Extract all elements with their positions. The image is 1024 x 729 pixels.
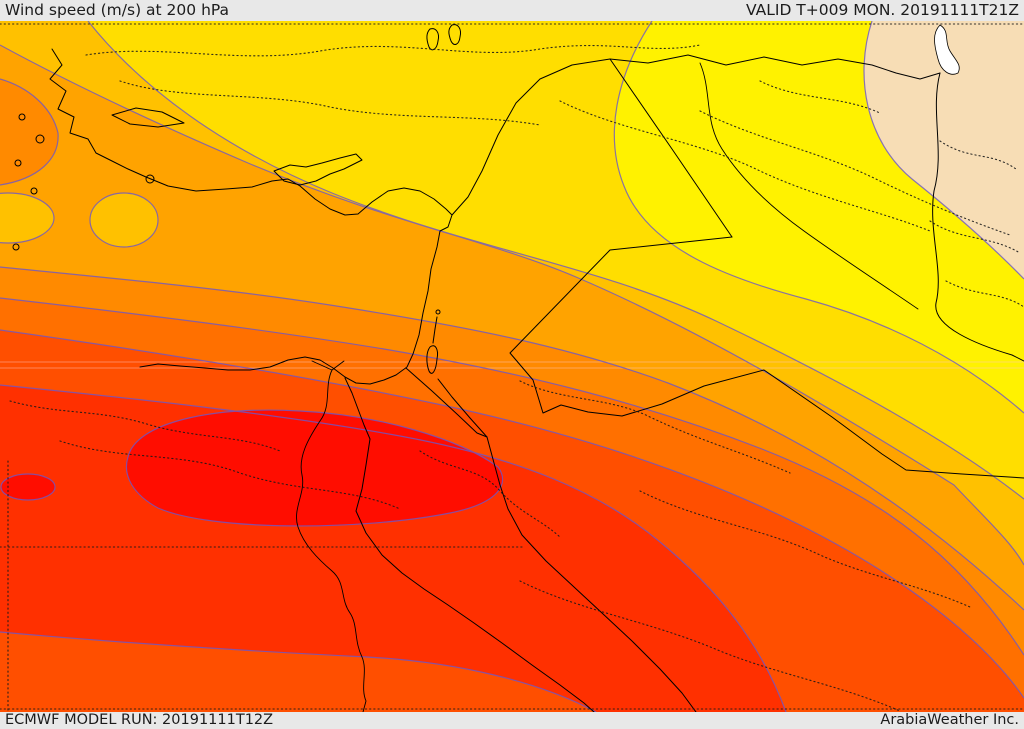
egypt-israel-border [405,367,488,438]
lake-urmia [934,24,960,75]
island [14,159,22,167]
dead-sea [426,345,438,374]
island [145,174,155,184]
band-local-min-a [0,193,54,243]
suez-canal-red-sea-west [344,377,595,712]
island [12,243,20,251]
aegean-islands [111,107,185,128]
euphrates-river [699,62,919,310]
jordan-saudi-iraq-borders [509,236,1024,479]
admin-borders [0,23,1024,712]
iran-iraq-border [932,72,1024,362]
country-borders [12,24,1024,712]
island [35,134,45,144]
island [18,113,26,121]
turkey-syria-border [451,54,941,216]
credit-label: ArabiaWeather Inc. [880,712,1019,729]
cyprus [273,153,363,186]
lakes [934,24,960,75]
map-title: Wind speed (m/s) at 200 hPa [5,0,230,19]
map-area [0,21,1024,712]
nile-delta-branches [311,360,345,371]
band-south-strip [0,632,596,712]
mediterranean-coastline [49,48,453,385]
syria-iraq-border [609,58,733,238]
jordan-river [432,316,438,344]
band-local-max-aegean [0,79,59,185]
contour-lines [0,21,1024,712]
band-core-spot [1,474,55,500]
header-bar: Wind speed (m/s) at 200 hPa VALID T+009 … [0,0,1024,21]
valid-time-label: VALID T+009 MON. 20191111T21Z [746,0,1019,19]
wind-speed-map [0,21,1024,712]
footer-bar: ECMWF MODEL RUN: 20191111T12Z ArabiaWeat… [0,712,1024,729]
island [30,187,38,195]
gulf-of-aqaba-red-sea-east [486,436,697,712]
rivers [296,62,919,712]
sea-of-galilee [435,309,441,315]
band-fill-layer [0,21,1024,712]
nile-river [296,369,367,712]
israel-jordan-border [437,378,488,438]
model-run-label: ECMWF MODEL RUN: 20191111T12Z [5,712,274,729]
graticule-lines [0,361,1024,369]
band-local-min-b [90,193,158,247]
band-core-max [126,410,503,526]
